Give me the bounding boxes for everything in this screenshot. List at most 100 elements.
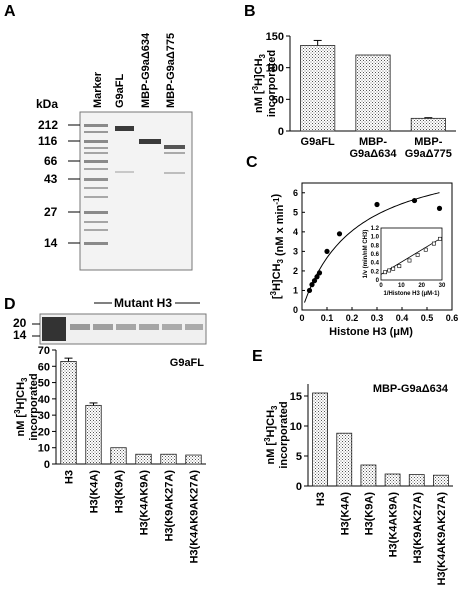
chart-c-xlabel: Histone H3 (μM) <box>329 326 413 338</box>
chart-c-inset-point <box>438 236 442 241</box>
chart-c-ytick-label: 3 <box>293 246 298 256</box>
chart-c-inset-ylabel: 1/v (min/nM CH3) <box>363 230 369 279</box>
gel-a-marker-66: 66 <box>44 154 58 168</box>
chart-B-ytick-label: 50 <box>272 94 284 106</box>
chart-E-category-label: H3(K9A) <box>363 492 375 536</box>
chart-D-category-label: H3(K4AK9A) <box>139 470 151 536</box>
chart-c-ytick-label: 6 <box>293 188 298 198</box>
chart-c-ytick-label: 0 <box>293 305 298 315</box>
chart-B-ytick-label: 0 <box>278 126 284 138</box>
chart-D-bar <box>135 453 152 465</box>
chart-E-bar <box>408 474 425 487</box>
chart-c-inset-point <box>383 270 387 275</box>
chart-c-point <box>336 231 343 237</box>
gel-a-marker-27: 27 <box>44 205 58 219</box>
chart-c-xtick-label: 0.5 <box>421 313 434 323</box>
gel-d-marker-20: 20 <box>13 316 27 330</box>
chart-D-category-label: H3(K9AK27A) <box>164 470 176 542</box>
chart-c-ylabel: [3H]CH3 (nM x min-1) <box>269 194 286 300</box>
chart-B-category-label: MBP- <box>359 136 387 148</box>
chart-E-category-label: H3(K4A) <box>339 492 351 536</box>
chart-D-ytick-label: 40 <box>38 394 50 406</box>
chart-E-bar <box>336 432 353 487</box>
chart-c-inset-point <box>387 268 392 273</box>
gel-a-marker-116: 116 <box>38 134 58 148</box>
chart-c-point <box>374 201 380 208</box>
chart-E-ytick-label: 0 <box>296 481 302 493</box>
chart-E-category-label: H3 <box>315 492 327 506</box>
chart-c-point <box>411 197 418 204</box>
chart-D-ytick-label: 60 <box>38 361 50 373</box>
chart-E-ytick-label: 15 <box>290 391 302 403</box>
chart-c-point <box>324 248 330 254</box>
chart-D-category-label: H3(K4A) <box>89 470 101 514</box>
chart-D-ytick-label: 0 <box>44 459 50 471</box>
chart-E-bar <box>360 464 377 487</box>
chart-c-inset-ytick-label: 0.8 <box>371 243 380 249</box>
chart-c-xtick-label: 0.2 <box>346 313 359 323</box>
gel-a-marker-212: 212 <box>38 118 59 132</box>
chart-c-xtick-label: 0.4 <box>396 313 409 323</box>
chart-B-ylabel: nM [3H]CH3 <box>251 53 267 113</box>
chart-c-point <box>306 287 313 294</box>
chart-B-bar <box>355 54 391 132</box>
panel-label-a: A <box>4 3 16 20</box>
chart-c-ytick-label: 1 <box>293 285 298 295</box>
chart-D-ylabel: incorporated <box>28 373 40 440</box>
chart-E-category-label: H3(K4AK9AK27A) <box>436 492 448 586</box>
gel-a-kda-label: kDa <box>36 97 59 111</box>
chart-c-fit-curve <box>304 192 440 303</box>
chart-D-category-label: H3 <box>64 470 76 484</box>
chart-c-inset-ytick-label: 0.4 <box>371 261 380 267</box>
chart-c-inset-ytick-label: 1.0 <box>371 235 380 241</box>
chart-D-ytick-label: 50 <box>38 378 50 390</box>
chart-E-bar <box>384 473 401 487</box>
chart-D-ytick-label: 10 <box>38 443 50 455</box>
chart-c-inset-ytick-label: 0.6 <box>371 252 380 258</box>
chart-c-xtick-label: 0.3 <box>371 313 384 323</box>
panel-label-e: E <box>252 348 263 365</box>
chart-E-title: MBP-G9aΔ634 <box>373 383 449 395</box>
chart-D-title: G9aFL <box>170 357 205 369</box>
chart-D-bar <box>160 453 177 465</box>
chart-c-inset-xtick-label: 20 <box>418 283 425 289</box>
chart-D-bar <box>110 447 127 465</box>
gel-d-marker-14: 14 <box>13 328 27 342</box>
chart-c-point <box>311 278 318 284</box>
chart-B-category-label: G9aFL <box>301 136 336 148</box>
chart-c-ytick-label: 2 <box>293 266 298 276</box>
chart-D-ytick-label: 20 <box>38 426 50 438</box>
gel-a-marker-43: 43 <box>44 172 58 186</box>
chart-B-category-label: G9aΔ634 <box>349 148 397 160</box>
chart-D-ytick-label: 70 <box>38 345 50 357</box>
chart-c-inset-point <box>391 266 396 271</box>
chart-B-bar <box>300 45 336 132</box>
chart-c-xtick-label: 0 <box>299 313 304 323</box>
chart-E-ylabel: incorporated <box>278 401 290 468</box>
chart-E-ylabel: nM [3H]CH3 <box>263 405 279 465</box>
chart-E-category-label: H3(K4AK9A) <box>388 492 400 558</box>
chart-B-category-label: MBP- <box>414 136 442 148</box>
chart-D-category-label: H3(K4AK9AK27A) <box>189 470 201 564</box>
chart-c-inset-ytick-label: 1.2 <box>371 226 380 232</box>
chart-c-inset-point <box>415 252 420 257</box>
chart-c-inset-xtick-label: 0 <box>379 283 383 289</box>
gel-a-marker-14: 14 <box>44 236 58 250</box>
chart-D-ytick-label: 30 <box>38 410 50 422</box>
chart-E-ytick-label: 5 <box>296 451 302 463</box>
chart-c-inset-ytick-label: 0.2 <box>371 269 380 275</box>
chart-c-ytick-label: 4 <box>293 227 298 237</box>
chart-B-category-label: G9aΔ775 <box>405 148 452 160</box>
chart-c-inset-frame <box>380 227 443 281</box>
chart-c-inset-point <box>397 264 402 269</box>
chart-E-ytick-label: 10 <box>290 421 302 433</box>
chart-c-point <box>436 205 443 211</box>
chart-c-inset-fit-line <box>380 237 443 275</box>
chart-c-inset-xtick-label: 30 <box>439 283 446 289</box>
chart-c-inset-point <box>407 258 412 263</box>
chart-B-ytick-label: 100 <box>266 63 284 75</box>
panel-label-b: B <box>244 3 256 20</box>
chart-D-ylabel: nM [3H]CH3 <box>13 377 29 437</box>
